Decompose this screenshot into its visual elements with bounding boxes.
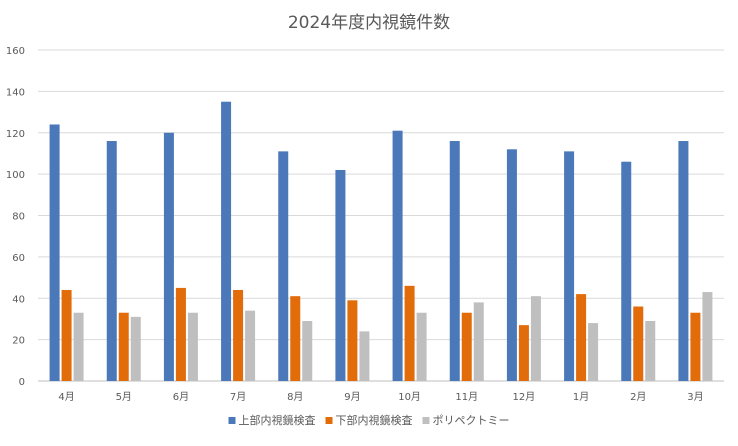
bar-3-9月 <box>359 331 370 381</box>
gridlines <box>38 49 724 382</box>
y-tick-label: 140 <box>6 87 25 98</box>
bar-1-2月 <box>621 161 632 381</box>
x-tick-label: 1月 <box>573 391 589 403</box>
x-tick-label: 9月 <box>344 391 360 403</box>
bar-1-11月 <box>449 141 460 381</box>
x-axis-tick-labels: 4月 5月 6月 7月 8月 9月 10月 11月 12月 1月 2月 3月 <box>58 391 703 403</box>
bar-3-2月 <box>645 321 656 381</box>
bar-3-10月 <box>416 312 427 381</box>
bar-2-1月 <box>576 294 587 381</box>
legend-label: ポリペクトミー <box>433 414 510 427</box>
bar-1-9月 <box>335 169 346 381</box>
x-tick-label: 2月 <box>630 391 646 403</box>
legend-swatch <box>422 417 430 424</box>
bar-1-12月 <box>506 149 517 381</box>
bar-3-1月 <box>588 323 599 381</box>
bar-2-2月 <box>633 306 644 381</box>
x-tick-label: 7月 <box>230 391 246 403</box>
bar-2-12月 <box>518 325 529 381</box>
bar-1-6月 <box>163 132 174 381</box>
bar-3-3月 <box>702 292 713 381</box>
bar-2-7月 <box>233 289 244 381</box>
bar-2-9月 <box>347 300 358 381</box>
bar-3-11月 <box>473 302 484 381</box>
bar-1-8月 <box>278 151 289 381</box>
x-tick-label: 11月 <box>455 391 478 403</box>
bar-1-1月 <box>564 151 575 381</box>
legend: 上部内視鏡検査 下部内視鏡検査 ポリペクトミー <box>228 413 510 427</box>
legend-item: ポリペクトミー <box>422 414 510 427</box>
x-tick-label: 6月 <box>173 391 189 403</box>
bar-1-5月 <box>106 141 117 381</box>
bar-1-10月 <box>392 130 403 381</box>
bar-1-7月 <box>221 101 232 381</box>
legend-swatch <box>228 417 236 424</box>
y-tick-label: 100 <box>6 170 25 181</box>
chart-title: 2024年度内視鏡件数 <box>288 13 450 33</box>
x-tick-label: 5月 <box>116 391 132 403</box>
legend-item: 下部内視鏡検査 <box>325 413 413 427</box>
y-tick-label: 120 <box>6 129 25 140</box>
bars <box>49 101 713 381</box>
legend-swatch <box>325 417 333 424</box>
bar-2-6月 <box>175 287 186 381</box>
y-tick-label: 160 <box>6 46 25 57</box>
bar-3-5月 <box>130 316 141 381</box>
x-tick-label: 10月 <box>398 391 421 403</box>
bar-3-8月 <box>302 321 313 381</box>
y-axis-tick-labels: 0 20 40 60 80 100 120 140 160 <box>6 46 25 388</box>
y-tick-label: 20 <box>12 336 25 347</box>
bar-1-3月 <box>678 141 689 381</box>
y-tick-label: 80 <box>12 212 25 223</box>
bar-2-5月 <box>118 312 129 381</box>
legend-item: 上部内視鏡検査 <box>228 413 316 427</box>
legend-label: 下部内視鏡検査 <box>336 413 413 427</box>
legend-label: 上部内視鏡検査 <box>239 413 316 427</box>
x-tick-label: 3月 <box>687 391 703 403</box>
y-tick-label: 0 <box>19 377 25 388</box>
y-tick-label: 60 <box>12 253 25 264</box>
bar-2-11月 <box>461 312 472 381</box>
y-tick-label: 40 <box>12 294 25 305</box>
bar-3-7月 <box>245 310 256 381</box>
bar-3-12月 <box>530 296 541 381</box>
bar-3-4月 <box>73 312 84 381</box>
x-tick-label: 12月 <box>513 391 536 403</box>
bar-2-10月 <box>404 285 415 381</box>
bar-2-3月 <box>690 312 701 381</box>
bar-1-4月 <box>49 124 60 381</box>
bar-3-6月 <box>187 312 198 381</box>
bar-2-8月 <box>290 296 301 381</box>
x-tick-label: 8月 <box>287 391 303 403</box>
bar-2-4月 <box>61 289 72 381</box>
x-tick-label: 4月 <box>58 391 74 403</box>
